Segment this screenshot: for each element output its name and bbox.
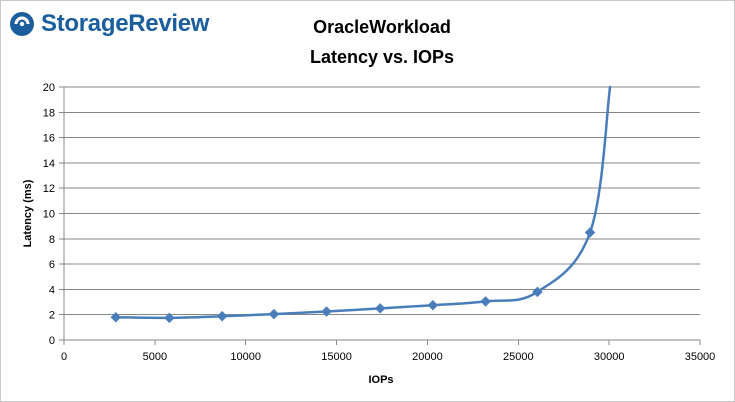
axis-titles: IOPs Latency (ms) [22,179,394,386]
x-tick-label-35000: 35000 [685,351,716,363]
y-tick-label-4: 4 [49,284,55,296]
chart-title-line-2: Latency vs. IOPs [310,47,454,67]
y-tick-labels: 0 2 4 6 8 10 12 14 16 18 20 [43,82,64,347]
data-point-8 [532,286,543,298]
data-point-4 [321,306,332,317]
x-tick-labels: 0 5000 10000 15000 20000 25000 30000 35000 [61,340,715,363]
data-point-2 [216,310,228,322]
x-tick-label-25000: 25000 [503,351,534,363]
x-tick-label-30000: 30000 [594,351,625,363]
x-axis-title: IOPs [368,374,393,386]
y-tick-label-0: 0 [49,335,55,347]
x-tick-label-10000: 10000 [230,351,261,363]
y-tick-label-20: 20 [43,82,55,94]
x-tick-label-15000: 15000 [321,351,352,363]
chart-title: OracleWorkload Latency vs. IOPs [310,17,454,67]
y-tick-label-18: 18 [43,107,55,119]
x-tick-label-5000: 5000 [143,351,167,363]
storagereview-logo-icon [10,12,34,36]
y-tick-label-12: 12 [43,183,55,195]
chart-title-line-1: OracleWorkload [313,17,451,37]
logo-text: StorageReview [41,10,210,37]
data-point-9 [584,227,596,238]
data-point-1 [164,312,175,324]
series-latency [110,85,612,324]
storagereview-logo: StorageReview [9,7,209,41]
y-tick-label-14: 14 [43,158,55,170]
data-point-6 [427,299,439,311]
series-line-0 [114,85,612,320]
x-tick-label-20000: 20000 [412,351,443,363]
y-tick-label-16: 16 [43,133,55,145]
y-tick-label-6: 6 [49,259,55,271]
data-point-0 [110,311,122,323]
x-tick-label-0: 0 [61,351,67,363]
data-point-3 [268,308,280,320]
y-axis-title: Latency (ms) [22,179,34,247]
y-tick-label-2: 2 [49,310,55,322]
y-tick-label-10: 10 [43,209,55,221]
data-point-7 [480,296,491,307]
gridlines [64,86,700,316]
data-point-5 [374,303,386,314]
y-tick-label-8: 8 [49,234,55,246]
